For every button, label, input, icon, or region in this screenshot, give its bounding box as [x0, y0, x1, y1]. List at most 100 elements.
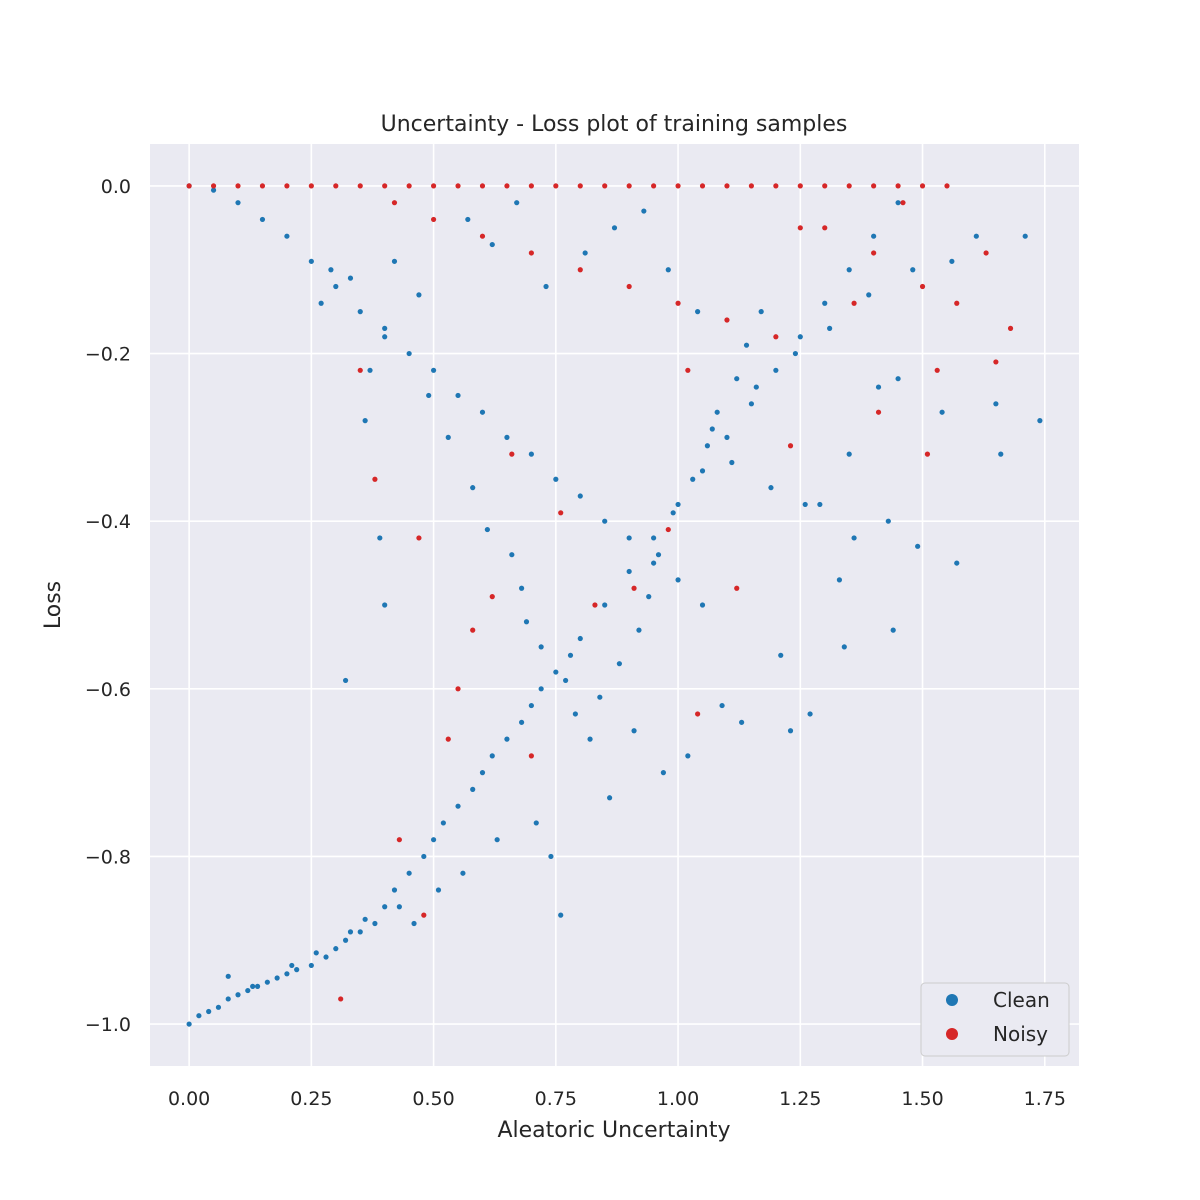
scatter-point-clean: [646, 594, 652, 600]
scatter-point-noisy: [235, 183, 241, 189]
scatter-point-noisy: [773, 334, 779, 340]
scatter-point-clean: [357, 309, 363, 315]
scatter-point-clean: [313, 950, 319, 956]
scatter-point-clean: [611, 225, 618, 231]
scatter-point-noisy: [797, 225, 803, 231]
scatter-point-clean: [768, 485, 774, 491]
scatter-point-clean: [455, 392, 461, 399]
scatter-point-noisy: [528, 753, 534, 759]
scatter-point-clean: [851, 535, 857, 541]
scatter-point-noisy: [787, 443, 794, 449]
x-tick-label: 0.00: [168, 1088, 210, 1110]
scatter-point-noisy: [558, 510, 564, 516]
scatter-point-noisy: [391, 200, 398, 206]
scatter-point-noisy: [734, 585, 740, 591]
scatter-point-clean: [284, 233, 290, 239]
scatter-point-clean: [714, 409, 720, 415]
scatter-point-clean: [827, 325, 833, 331]
scatter-point-clean: [528, 451, 534, 457]
scatter-point-clean: [616, 661, 622, 667]
scatter-point-clean: [254, 983, 261, 989]
scatter-point-clean: [455, 803, 461, 809]
legend-marker-noisy: [946, 1028, 958, 1040]
scatter-point-clean: [430, 837, 437, 843]
scatter-point-clean: [587, 736, 593, 742]
scatter-point-clean: [235, 992, 241, 998]
scatter-point-noisy: [284, 183, 290, 189]
scatter-point-clean: [1022, 233, 1028, 239]
scatter-point-clean: [670, 510, 676, 516]
scatter-point-clean: [778, 652, 784, 658]
scatter-point-clean: [753, 384, 759, 390]
scatter-point-noisy: [430, 183, 437, 189]
scatter-point-noisy: [308, 183, 314, 189]
scatter-point-clean: [572, 711, 578, 717]
scatter-point-clean: [543, 283, 549, 290]
scatter-point-noisy: [748, 183, 755, 189]
scatter-point-clean: [773, 367, 779, 373]
scatter-point-noisy: [592, 602, 598, 608]
scatter-point-clean: [553, 476, 559, 482]
scatter-point-clean: [406, 350, 412, 357]
scatter-point-clean: [421, 853, 427, 860]
scatter-point-clean: [396, 904, 402, 910]
scatter-point-clean: [734, 376, 740, 382]
scatter-point-clean: [993, 401, 999, 407]
scatter-point-clean: [210, 187, 217, 193]
scatter-point-clean: [651, 535, 657, 541]
scatter-point-noisy: [797, 183, 803, 189]
scatter-point-clean: [479, 770, 486, 776]
scatter-point-noisy: [396, 837, 402, 843]
scatter-point-clean: [391, 887, 398, 893]
scatter-point-clean: [729, 459, 735, 466]
scatter-point-clean: [939, 409, 945, 415]
x-tick-label: 0.25: [290, 1088, 332, 1110]
scatter-point-clean: [631, 728, 637, 734]
scatter-point-noisy: [577, 267, 583, 273]
scatter-point-noisy: [699, 183, 706, 189]
scatter-point-clean: [871, 233, 877, 239]
scatter-point-noisy: [919, 183, 926, 189]
x-tick-label: 1.75: [1024, 1088, 1066, 1110]
scatter-point-noisy: [372, 476, 378, 482]
y-tick-labels: 0.0 −0.2 −0.4 −0.6 −0.8 −1.0: [85, 176, 131, 1036]
scatter-point-clean: [836, 577, 843, 583]
scatter-point-clean: [553, 669, 559, 675]
scatter-point-clean: [259, 216, 266, 223]
scatter-point-clean: [792, 350, 799, 357]
scatter-point-clean: [382, 602, 388, 608]
scatter-point-noisy: [934, 367, 940, 373]
scatter-point-clean: [748, 401, 755, 407]
scatter-point-noisy: [421, 912, 427, 918]
scatter-point-clean: [333, 283, 339, 290]
scatter-point-clean: [695, 309, 701, 315]
scatter-point-clean: [523, 619, 530, 625]
scatter-point-noisy: [553, 183, 559, 189]
scatter-point-noisy: [871, 183, 877, 189]
scatter-point-clean: [367, 367, 373, 373]
y-tick-label: −1.0: [85, 1014, 131, 1036]
scatter-point-clean: [206, 1008, 212, 1015]
plot-area: [150, 144, 1079, 1066]
scatter-point-clean: [665, 267, 671, 273]
scatter-point-noisy: [338, 996, 344, 1002]
scatter-point-clean: [264, 979, 270, 985]
scatter-point-noisy: [528, 183, 534, 189]
scatter-point-clean: [225, 973, 231, 979]
series-clean-points: [186, 183, 1043, 1027]
scatter-point-clean: [875, 384, 882, 390]
scatter-point-clean: [998, 451, 1004, 457]
scatter-point-noisy: [724, 317, 730, 323]
scatter-point-clean: [822, 300, 828, 306]
scatter-point-noisy: [626, 183, 632, 189]
scatter-point-clean: [651, 560, 657, 566]
scatter-point-noisy: [983, 250, 989, 256]
scatter-point-clean: [602, 602, 608, 608]
scatter-point-noisy: [577, 183, 583, 189]
scatter-point-noisy: [382, 183, 388, 189]
x-tick-label: 1.25: [779, 1088, 821, 1110]
scatter-point-clean: [465, 216, 471, 223]
scatter-point-clean: [489, 753, 495, 759]
scatter-point-clean: [846, 267, 852, 273]
scatter-point-clean: [577, 493, 583, 499]
